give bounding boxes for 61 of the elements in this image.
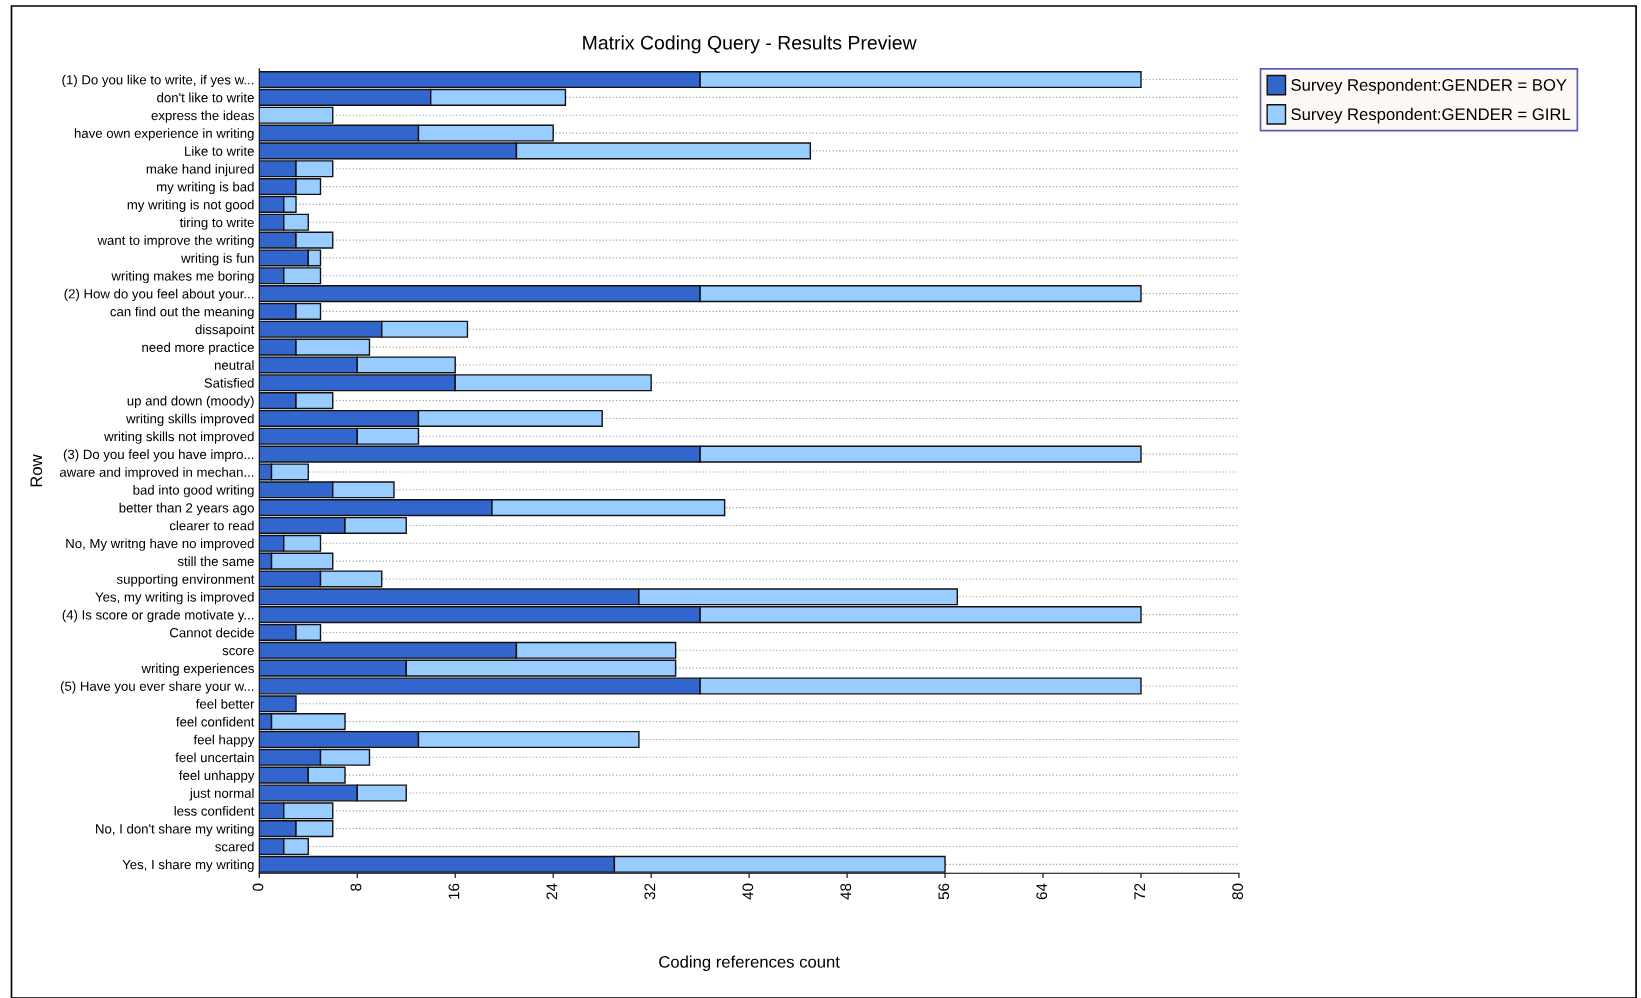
y-tick-label: bad into good writing (133, 485, 254, 498)
y-tick-label: (5) Have you ever share your w... (60, 681, 254, 694)
x-axis-title: Coding references count (659, 955, 840, 972)
y-tick-label: writing makes me boring (111, 270, 254, 284)
y-tick-label: Cannot decide (170, 627, 254, 638)
y-tick-label: tiring to write (179, 217, 254, 230)
y-tick-label: my writing is bad (157, 181, 254, 195)
y-tick-label: supporting environment (116, 574, 255, 587)
x-tick-label: 80 (1232, 883, 1244, 900)
y-tick-label: (2) How do you feel about your... (64, 288, 254, 302)
y-tick-label: feel confident (176, 716, 255, 727)
y-tick-label: can find out the meaning (110, 306, 254, 319)
y-tick-label: writing is fun (181, 253, 254, 266)
x-tick-label: 32 (644, 883, 656, 900)
x-tick-label: 72 (1134, 883, 1145, 900)
y-tick-label: make hand injured (146, 163, 254, 177)
y-tick-label: Yes, my writing is improved (95, 592, 254, 605)
y-tick-label: writing skills not improved (104, 431, 254, 444)
y-tick-label: express the ideas (151, 110, 254, 123)
y-tick-label: have own experience in writing (74, 128, 254, 141)
y-tick-label: score (222, 647, 254, 656)
x-tick-label: 40 (742, 883, 754, 900)
y-tick-label: better than 2 years ago (119, 502, 254, 516)
y-tick-label: scared (215, 841, 254, 852)
x-tick-label: 24 (546, 883, 558, 900)
y-tick-label: Satisfied (204, 377, 254, 388)
y-tick-label: writing experiences (141, 663, 254, 676)
chart-title: Matrix Coding Query - Results Preview (583, 35, 917, 54)
y-tick-label: (3) Do you feel you have impro... (63, 449, 254, 462)
y-tick-label: feel unhappy (179, 770, 255, 783)
x-tick-label: 16 (448, 883, 460, 899)
legend-label: Survey Respondent:GENDER = BOY (1291, 78, 1567, 95)
y-tick-label: don't like to write (157, 92, 254, 103)
y-tick-label: neutral (214, 360, 254, 370)
y-tick-label: feel uncertain (175, 752, 254, 763)
y-tick-label: up and down (moody) (127, 395, 254, 409)
y-tick-label: (1) Do you like to write, if yes w... (62, 74, 254, 88)
y-tick-label: aware and improved in mechan... (59, 467, 254, 480)
x-tick-label: 64 (1036, 883, 1048, 900)
y-tick-label: (4) Is score or grade motivate y... (62, 609, 254, 623)
y-tick-label: No, I don't share my writing (96, 823, 254, 837)
legend-label: Survey Respondent:GENDER = GIRL (1291, 107, 1571, 124)
y-tick-label: No, My writng have no improved (66, 538, 254, 551)
y-tick-label: writing skills improved (126, 413, 254, 426)
y-tick-label: Like to write (185, 146, 254, 156)
y-tick-label: need more practice (142, 342, 254, 355)
x-tick-label: 0 (252, 883, 264, 891)
y-axis-title: Row (30, 454, 43, 487)
y-tick-label: dissapoint (195, 324, 255, 337)
y-tick-label: still the same (177, 556, 254, 567)
y-tick-label: clearer to read (169, 520, 254, 531)
y-tick-label: just normal (189, 788, 254, 801)
y-tick-label: want to improve the writing (97, 235, 254, 248)
y-tick-label: less confident (174, 806, 255, 816)
y-tick-label: my writing is not good (127, 199, 254, 212)
y-tick-label: feel happy (193, 734, 255, 747)
x-tick-label: 48 (840, 883, 852, 900)
x-tick-label: 56 (938, 883, 950, 900)
y-tick-label: Yes, I share my writing (122, 859, 254, 872)
y-tick-label: feel better (195, 699, 255, 709)
x-tick-label: 8 (350, 883, 362, 891)
